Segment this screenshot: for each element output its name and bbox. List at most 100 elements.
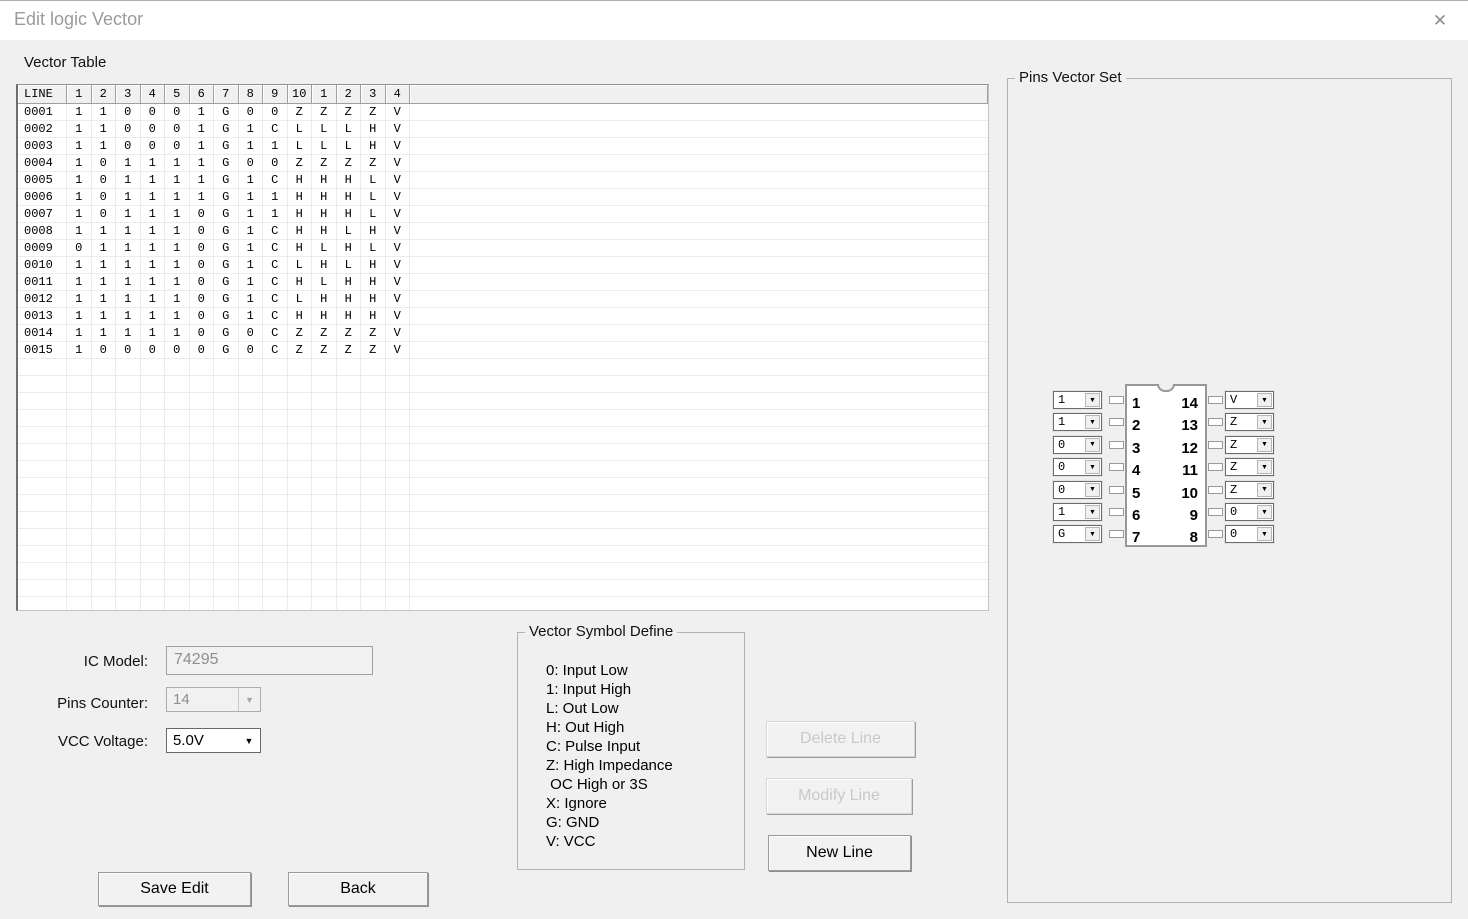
- empty-cell: [239, 359, 263, 375]
- chevron-down-icon[interactable]: ▼: [1085, 505, 1100, 519]
- close-icon[interactable]: ✕: [1432, 11, 1448, 30]
- vector-value-cell: V: [386, 274, 410, 290]
- table-row[interactable]: 0013 1 1 1 1 1 0 G 1 C H H H H V: [18, 308, 988, 325]
- empty-cell: [288, 478, 312, 494]
- delete-line-button: Delete Line: [766, 721, 915, 757]
- empty-cell: [141, 393, 165, 409]
- empty-cell: [337, 580, 361, 596]
- chevron-down-icon[interactable]: ▼: [1257, 393, 1272, 407]
- vector-value-cell: 1: [190, 121, 214, 137]
- table-row[interactable]: 0002 1 1 0 0 0 1 G 1 C L L L H V: [18, 121, 988, 138]
- pin-10-select[interactable]: Z ▼: [1225, 480, 1274, 499]
- table-row[interactable]: 0014 1 1 1 1 1 0 G 0 C Z Z Z Z V: [18, 325, 988, 342]
- chevron-down-icon[interactable]: ▼: [1257, 437, 1272, 452]
- pin-value: 1: [1058, 505, 1066, 519]
- chevron-down-icon[interactable]: ▼: [1085, 437, 1100, 452]
- vector-value-cell: 1: [67, 155, 92, 171]
- empty-cell: [312, 546, 337, 562]
- empty-cell: [361, 359, 386, 375]
- table-row[interactable]: 0009 0 1 1 1 1 0 G 1 C H L H L V: [18, 240, 988, 257]
- pin-1-select[interactable]: 1 ▼: [1053, 391, 1102, 409]
- save-edit-button[interactable]: Save Edit: [98, 872, 251, 906]
- table-row[interactable]: 0015 1 0 0 0 0 0 G 0 C Z Z Z Z V: [18, 342, 988, 359]
- empty-cell: [165, 376, 190, 392]
- table-row[interactable]: 0011 1 1 1 1 1 0 G 1 C H L H H V: [18, 274, 988, 291]
- empty-cell: [263, 393, 288, 409]
- table-row[interactable]: 0008 1 1 1 1 1 0 G 1 C H H L H V: [18, 223, 988, 240]
- column-header-line: LINE: [18, 85, 67, 104]
- pin-4-select[interactable]: 0 ▼: [1053, 458, 1102, 477]
- pin-value: Z: [1230, 460, 1238, 475]
- vector-value-cell: L: [361, 206, 386, 222]
- pin-5-select[interactable]: 0 ▼: [1053, 480, 1102, 499]
- pin-14-select[interactable]: V ▼: [1225, 391, 1274, 409]
- empty-cell: [116, 597, 141, 610]
- vector-value-cell: H: [361, 308, 386, 324]
- vector-value-cell: 1: [67, 138, 92, 154]
- pin-2-select[interactable]: 1 ▼: [1053, 413, 1102, 432]
- back-button[interactable]: Back: [288, 872, 428, 906]
- vcc-voltage-value: 5.0V: [173, 732, 204, 749]
- vector-value-cell: 1: [67, 172, 92, 188]
- symbol-define-item: OC High or 3S: [546, 776, 648, 793]
- pin-6-select[interactable]: 1 ▼: [1053, 503, 1102, 521]
- empty-cell: [361, 495, 386, 511]
- empty-cell: [165, 495, 190, 511]
- pin-12-select[interactable]: Z ▼: [1225, 435, 1274, 454]
- empty-cell: [312, 393, 337, 409]
- pin-13-select[interactable]: Z ▼: [1225, 413, 1274, 432]
- empty-cell: [190, 444, 214, 460]
- vector-value-cell: 0: [263, 155, 288, 171]
- empty-cell: [361, 597, 386, 610]
- empty-cell: [263, 376, 288, 392]
- vector-value-cell: 0: [165, 138, 190, 154]
- pin-8-select[interactable]: 0 ▼: [1225, 525, 1274, 544]
- pin-value: V: [1230, 393, 1238, 407]
- vector-value-cell: V: [386, 291, 410, 307]
- vcc-voltage-select[interactable]: 5.0V ▼: [166, 728, 261, 753]
- vector-value-cell: 1: [116, 274, 141, 290]
- chevron-down-icon[interactable]: ▼: [1085, 527, 1100, 542]
- pin-stub: [1208, 485, 1223, 494]
- vector-value-cell: Z: [312, 104, 337, 120]
- chevron-down-icon[interactable]: ▼: [1085, 415, 1100, 430]
- chevron-down-icon[interactable]: ▼: [1257, 505, 1272, 519]
- vector-table[interactable]: LINE 1 2 3 4 5 6 7 8 9 10 1 2 3 4 0001 1 1 0 0 0 1 G 0 0 Z Z Z Z V 00…: [16, 84, 989, 611]
- vector-value-cell: 1: [190, 189, 214, 205]
- vector-value-cell: H: [312, 172, 337, 188]
- pin-3-select[interactable]: 0 ▼: [1053, 435, 1102, 454]
- chevron-down-icon[interactable]: ▼: [1085, 393, 1100, 407]
- chevron-down-icon[interactable]: ▼: [1085, 460, 1100, 475]
- chevron-down-icon[interactable]: ▼: [1257, 415, 1272, 430]
- table-row[interactable]: 0012 1 1 1 1 1 0 G 1 C L H H H V: [18, 291, 988, 308]
- table-row[interactable]: 0006 1 0 1 1 1 1 G 1 1 H H H L V: [18, 189, 988, 206]
- vector-value-cell: Z: [288, 104, 312, 120]
- empty-cell: [386, 563, 410, 579]
- empty-cell: [263, 359, 288, 375]
- vector-value-cell: L: [337, 223, 361, 239]
- table-row[interactable]: 0001 1 1 0 0 0 1 G 0 0 Z Z Z Z V: [18, 104, 988, 121]
- vector-value-cell: H: [337, 291, 361, 307]
- pin-stub: [1208, 396, 1223, 404]
- pin-11-select[interactable]: Z ▼: [1225, 458, 1274, 477]
- table-row[interactable]: 0003 1 1 0 0 0 1 G 1 1 L L L H V: [18, 138, 988, 155]
- table-row[interactable]: 0007 1 0 1 1 1 0 G 1 1 H H H L V: [18, 206, 988, 223]
- table-row[interactable]: 0005 1 0 1 1 1 1 G 1 C H H H L V: [18, 172, 988, 189]
- pin-7-select[interactable]: G ▼: [1053, 525, 1102, 544]
- vector-value-cell: G: [214, 172, 239, 188]
- new-line-button[interactable]: New Line: [768, 835, 911, 871]
- vector-value-cell: Z: [312, 325, 337, 341]
- vector-value-cell: H: [337, 274, 361, 290]
- pin-9-select[interactable]: 0 ▼: [1225, 503, 1274, 521]
- vector-value-cell: 1: [141, 240, 165, 256]
- chevron-down-icon[interactable]: ▼: [1257, 527, 1272, 542]
- table-row[interactable]: 0010 1 1 1 1 1 0 G 1 C L H L H V: [18, 257, 988, 274]
- chevron-down-icon[interactable]: ▼: [1257, 482, 1272, 497]
- vector-value-cell: G: [214, 325, 239, 341]
- table-row[interactable]: 0004 1 0 1 1 1 1 G 0 0 Z Z Z Z V: [18, 155, 988, 172]
- line-number-cell: 0006: [18, 189, 67, 205]
- chevron-down-icon[interactable]: ▼: [1085, 482, 1100, 497]
- vector-value-cell: L: [337, 257, 361, 273]
- empty-cell: [141, 410, 165, 426]
- chevron-down-icon[interactable]: ▼: [1257, 460, 1272, 475]
